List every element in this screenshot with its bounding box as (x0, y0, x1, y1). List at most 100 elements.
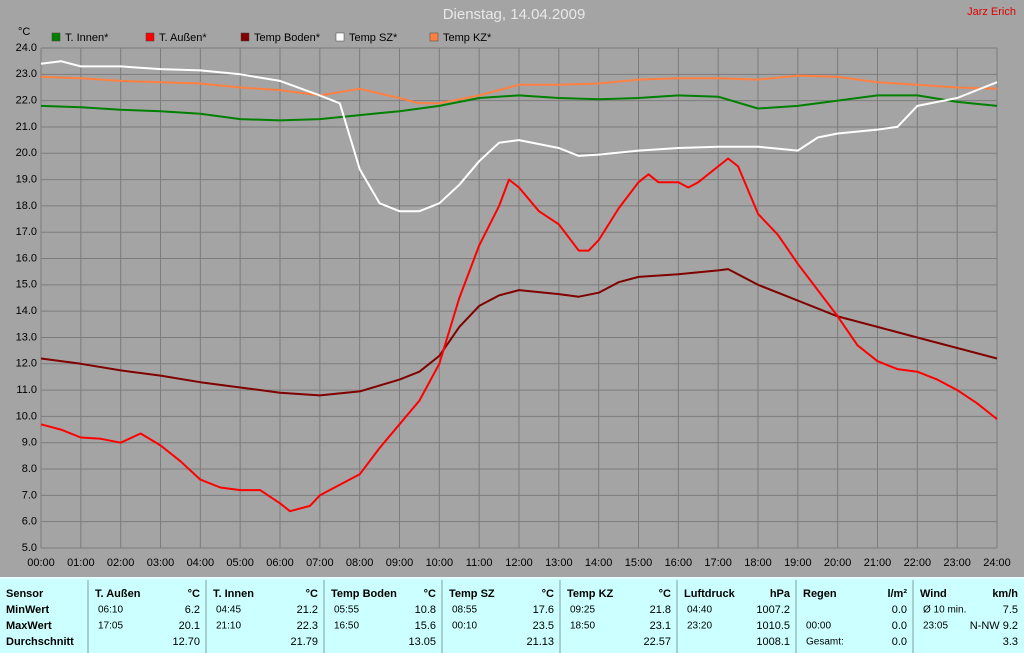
y-tick-label: 11.0 (16, 384, 37, 396)
legend-label: T. Außen* (159, 32, 207, 44)
series-line (40, 74, 998, 105)
legend-swatch (335, 32, 345, 42)
y-tick-label: 5.0 (22, 542, 37, 554)
x-tick-label: 13:00 (545, 557, 573, 569)
series-line (40, 157, 998, 513)
cell-value: 10.8 (415, 604, 436, 616)
cell-time: 00:10 (452, 621, 477, 632)
column-unit: °C (542, 588, 554, 600)
x-tick-label: 18:00 (744, 557, 772, 569)
legend-label: Temp Boden* (254, 32, 321, 44)
legend-swatch (51, 32, 61, 42)
y-tick-label: 16.0 (16, 252, 37, 264)
x-tick-label: 06:00 (266, 557, 294, 569)
cell-value: 23.1 (650, 620, 671, 632)
column-header: Temp Boden (331, 588, 397, 600)
y-tick-label: 23.0 (16, 68, 37, 80)
cell-time: 08:55 (452, 605, 477, 616)
x-tick-label: 00:00 (27, 557, 55, 569)
column-unit: °C (188, 588, 200, 600)
x-tick-label: 08:00 (346, 557, 374, 569)
cell-value: 13.05 (408, 636, 436, 648)
x-tick-label: 21:00 (864, 557, 892, 569)
x-tick-label: 22:00 (904, 557, 932, 569)
author: Jarz Erich (967, 6, 1016, 18)
legend-label: Temp KZ* (443, 32, 492, 44)
cell-value: 12.70 (172, 636, 200, 648)
cell-value: 23.5 (533, 620, 554, 632)
x-tick-label: 15:00 (625, 557, 653, 569)
x-tick-label: 17:00 (704, 557, 732, 569)
x-tick-label: 01:00 (67, 557, 95, 569)
y-tick-label: 19.0 (16, 173, 37, 185)
cell-value: 17.6 (533, 604, 554, 616)
cell-time: 23:05 (923, 621, 948, 632)
column-unit: l/m² (887, 588, 907, 600)
cell-value: 22.57 (643, 636, 671, 648)
series-line (40, 268, 998, 397)
y-tick-label: 10.0 (16, 410, 37, 422)
row-label: MinWert (6, 604, 50, 616)
cell-value: 21.8 (650, 604, 671, 616)
x-tick-label: 02:00 (107, 557, 135, 569)
y-tick-label: 21.0 (16, 121, 37, 133)
cell-time: 21:10 (216, 621, 241, 632)
cell-value: 7.5 (1003, 604, 1018, 616)
x-tick-label: 04:00 (187, 557, 215, 569)
cell-time: 09:25 (570, 605, 595, 616)
legend-swatch (429, 32, 439, 42)
cell-time: Ø 10 min. (923, 605, 966, 616)
cell-time: 06:10 (98, 605, 123, 616)
legend-label: Temp SZ* (349, 32, 398, 44)
cell-time: 18:50 (570, 621, 595, 632)
x-tick-label: 16:00 (665, 557, 693, 569)
y-tick-label: 14.0 (16, 305, 37, 317)
x-tick-label: 07:00 (306, 557, 334, 569)
y-tick-label: 9.0 (22, 437, 37, 449)
cell-value: 0.0 (892, 636, 907, 648)
cell-value: 21.2 (297, 604, 318, 616)
cell-time: 17:05 (98, 621, 123, 632)
column-header: Luftdruck (684, 588, 736, 600)
cell-value: 0.0 (892, 620, 907, 632)
y-tick-label: 7.0 (22, 489, 37, 501)
cell-value: 0.0 (892, 604, 907, 616)
cell-value: 21.13 (526, 636, 554, 648)
x-tick-label: 19:00 (784, 557, 812, 569)
cell-value: 1007.2 (756, 604, 790, 616)
series-line (40, 94, 998, 122)
legend-label: T. Innen* (65, 32, 109, 44)
y-tick-label: 6.0 (22, 516, 37, 528)
cell-value: 21.79 (290, 636, 318, 648)
cell-time: 00:00 (806, 621, 831, 632)
table-header: Sensor (6, 588, 44, 600)
y-tick-label: 12.0 (16, 358, 37, 370)
cell-value: 22.3 (297, 620, 318, 632)
row-label: Durchschnitt (6, 636, 74, 648)
column-unit: °C (306, 588, 318, 600)
y-tick-label: 15.0 (16, 279, 37, 291)
column-unit: km/h (992, 588, 1018, 600)
column-header: Temp KZ (567, 588, 614, 600)
stats-table-bg (0, 577, 1024, 653)
column-unit: hPa (770, 588, 791, 600)
y-tick-label: 17.0 (16, 226, 37, 238)
x-tick-label: 20:00 (824, 557, 852, 569)
x-tick-label: 24:00 (983, 557, 1011, 569)
cell-value: 1010.5 (756, 620, 790, 632)
y-axis-label: °C (18, 26, 30, 38)
x-tick-label: 12:00 (505, 557, 533, 569)
cell-value: 6.2 (185, 604, 200, 616)
y-tick-label: 20.0 (16, 147, 37, 159)
column-unit: °C (424, 588, 436, 600)
legend-swatch (240, 32, 250, 42)
y-tick-label: 22.0 (16, 95, 37, 107)
cell-value: 15.6 (415, 620, 436, 632)
cell-time: 16:50 (334, 621, 359, 632)
y-tick-label: 8.0 (22, 463, 37, 475)
x-tick-label: 03:00 (147, 557, 175, 569)
cell-time: 04:40 (687, 605, 712, 616)
cell-value: 3.3 (1003, 636, 1018, 648)
column-header: Wind (920, 588, 947, 600)
